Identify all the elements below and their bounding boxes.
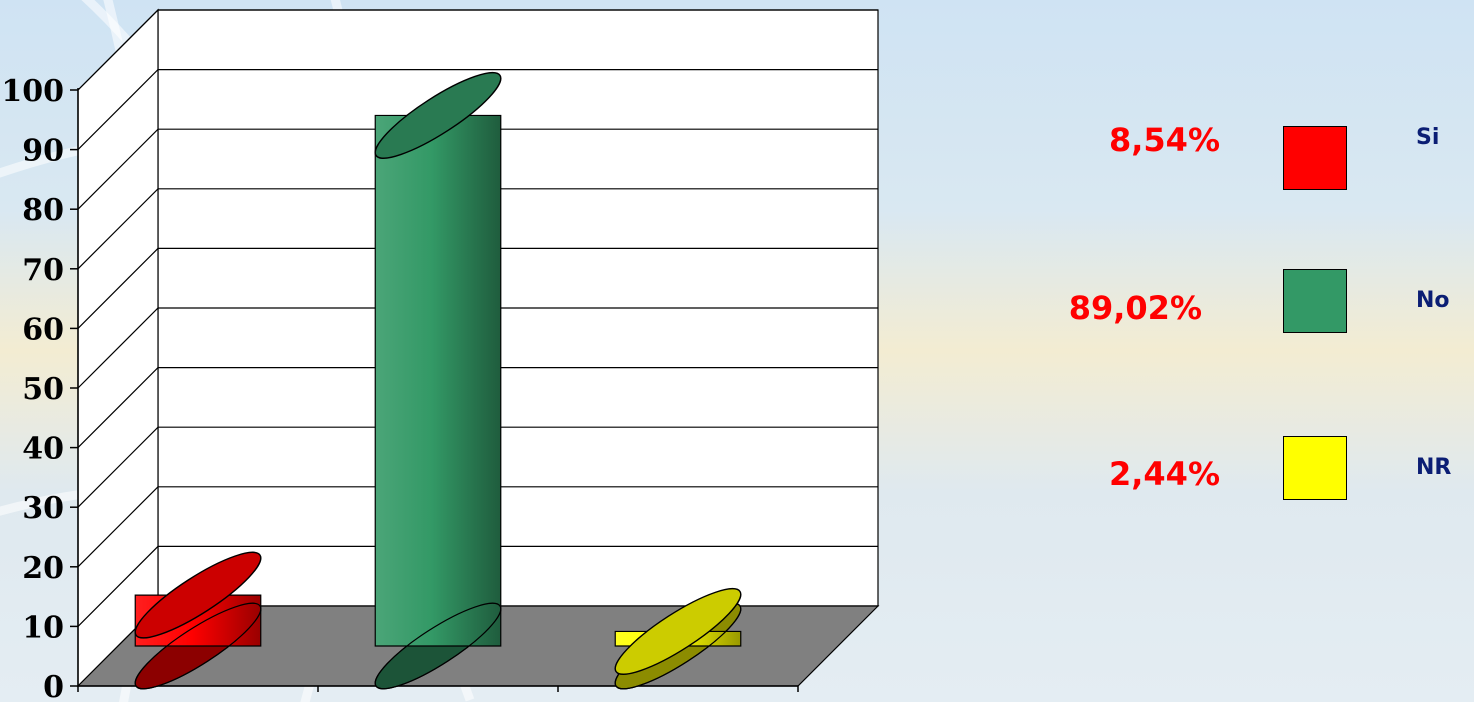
y-tick-label: 40 [22,432,64,467]
y-tick-label: 20 [22,551,64,586]
bar-top-cap [134,551,262,639]
y-tick-label: 80 [22,193,64,228]
gridline [77,367,878,449]
gridline [77,128,878,210]
y-tick-label: 0 [43,670,64,702]
y-tick-label: 70 [22,253,64,288]
legend-label-no: No [1416,288,1450,313]
legend-swatch-nr [1283,436,1347,500]
gridline [77,486,878,568]
gridline [77,9,878,91]
gridline [77,68,878,151]
gridlines [77,9,878,627]
y-tick-label: 50 [22,372,64,407]
legend-label-nr: NR [1416,455,1452,480]
y-tick-label: 10 [22,610,64,645]
legend-label-si: Si [1416,125,1440,150]
bar-top-cap [374,71,502,159]
x-axis [77,685,799,692]
bars [134,71,742,690]
gridline [77,247,878,329]
bar-no [374,71,502,690]
bar-si [134,551,262,690]
y-tick-label: 100 [1,74,64,109]
bar-nr [614,587,742,690]
y-axis: 0 10 20 30 40 50 60 70 80 90 100 [1,74,79,702]
legend-value-si: 8,54% [1108,121,1220,159]
legend-value-no: 89,02% [1068,289,1202,327]
legend-swatch-no [1283,269,1347,333]
legend-swatch-si [1283,126,1347,190]
gridline [77,545,878,627]
gridline [77,307,878,389]
y-tick-label: 30 [22,491,64,526]
y-tick-label: 60 [22,312,64,347]
legend-value-nr: 2,44% [1108,455,1220,493]
gridline [77,426,878,508]
gridline [77,188,878,270]
bar-top-cap [614,587,742,675]
y-tick-label: 90 [22,134,64,169]
